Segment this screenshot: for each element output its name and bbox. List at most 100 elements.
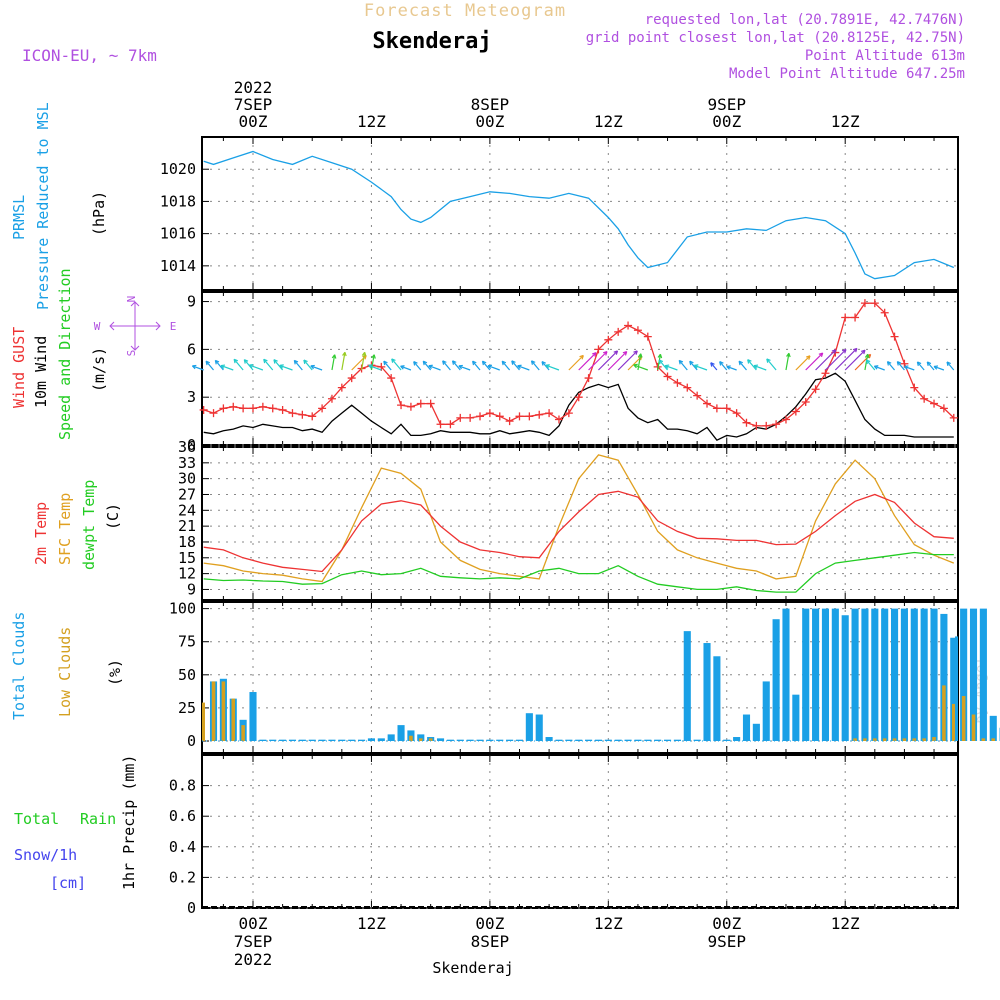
wind-arrow-shaft — [874, 365, 885, 371]
wind-arrow-head — [841, 348, 847, 354]
wind-direction-arrow — [293, 359, 303, 371]
bottom-time-label: 12Z — [594, 914, 623, 933]
wind-gust-marker — [288, 409, 297, 418]
wind-gust-marker — [219, 404, 228, 413]
total-cloud-bar — [644, 739, 652, 741]
wind-arrow-head — [633, 363, 638, 369]
wind-arrow-head — [753, 364, 759, 369]
total-cloud-bar — [614, 739, 622, 741]
temp-ytick-label: 27 — [178, 485, 196, 503]
total-cloud-bar — [752, 723, 760, 741]
temp-ytick-label: 36 — [178, 438, 196, 456]
sfc-temp-label: SFC Temp — [56, 493, 74, 565]
wind-arrow-shaft — [815, 349, 837, 371]
wind-gust-marker — [495, 412, 504, 421]
wind-direction-arrow — [873, 365, 885, 371]
low-cloud-bar — [892, 738, 897, 741]
wind-gust-marker — [476, 412, 485, 421]
wind-gust-marker — [239, 404, 248, 413]
temp-ytick-label: 18 — [178, 533, 196, 551]
low-cloud-bar — [981, 738, 986, 741]
wind-arrow-head — [511, 360, 516, 365]
total-cloud-bar — [703, 643, 711, 741]
total-cloud-bar — [387, 734, 395, 741]
precip-panel-frame — [201, 754, 959, 909]
wind-arrow-shaft — [719, 361, 728, 371]
low-cloud-bar — [991, 738, 996, 741]
model-altitude: Model Point Altitude 647.25m — [729, 66, 965, 82]
wind-ytick-label: 9 — [187, 293, 196, 311]
low-clouds-label: Low Clouds — [56, 627, 74, 717]
wind-gust-marker — [742, 418, 751, 427]
wind-arrow-shaft — [303, 359, 313, 371]
low-cloud-bar — [419, 738, 423, 741]
total-cloud-bar — [288, 739, 297, 741]
total-cloud-bar — [930, 608, 938, 741]
wind-arrow-head — [747, 359, 752, 364]
dewpt-label: dewpt Temp — [80, 480, 98, 570]
total-cloud-bar — [436, 738, 445, 741]
total-cloud-bar — [249, 692, 257, 741]
wind-gust-marker — [545, 409, 554, 418]
wind-gust-marker — [485, 409, 494, 418]
top-time-label: 12Z — [831, 112, 860, 131]
temp-unit: (C) — [104, 503, 122, 530]
wind-arrow-shaft — [192, 365, 204, 371]
wind-gust-marker — [337, 383, 346, 392]
wind-direction-arrow — [693, 364, 708, 371]
wind-direction-arrow — [310, 364, 323, 371]
wind-arrow-head — [428, 364, 433, 370]
wind-gust-marker — [278, 405, 287, 414]
total-cloud-bar — [683, 631, 691, 741]
wind-direction-arrow — [825, 348, 847, 371]
point-altitude: Point Altitude 613m — [805, 48, 965, 64]
low-cloud-bar — [221, 681, 226, 741]
wind-arrow-head — [233, 358, 239, 364]
wind-direction-arrow — [738, 360, 747, 371]
wind-gust-marker — [564, 409, 573, 418]
wind-direction-arrow — [568, 354, 584, 371]
temp-ytick-label: 21 — [178, 517, 196, 535]
wind-direction-arrow — [360, 351, 367, 371]
wind-arrow-shaft — [785, 353, 790, 371]
temp-ytick-label: 9 — [187, 580, 196, 598]
precip-ytick-label: 0.4 — [169, 838, 196, 856]
wind-gust-marker — [347, 374, 356, 383]
total-cloud-bar — [496, 739, 504, 741]
wind-arrow-shaft — [916, 361, 925, 371]
compass-arrows — [109, 301, 161, 351]
top-time-label: 2022 — [234, 78, 273, 97]
total-cloud-bar — [269, 739, 277, 741]
wind-gust-marker — [199, 405, 208, 414]
compass-s: S — [125, 350, 138, 357]
clouds-ytick-label: 75 — [178, 633, 196, 651]
wind-gust-marker — [722, 404, 731, 413]
wind-gust-marker — [604, 335, 613, 344]
wind-arrow-shaft — [694, 364, 708, 371]
pressure-panel-frame — [201, 136, 959, 291]
wind-gust-marker — [752, 421, 761, 430]
wind-gust-marker — [525, 412, 534, 421]
compass-e: E — [170, 320, 177, 333]
low-cloud-bar — [409, 735, 413, 741]
total-cloud-bar — [693, 739, 701, 741]
wind-arrow-head — [926, 361, 932, 366]
wind-arrow-head — [622, 351, 628, 356]
wind-arrow-shaft — [887, 361, 896, 371]
wind-arrow-shaft — [263, 358, 274, 371]
wind-direction-arrow — [451, 360, 461, 371]
total-cloud-bar — [782, 608, 790, 741]
wind-arrow-head — [530, 360, 536, 365]
low-cloud-bar — [211, 681, 216, 741]
wind-arrow-head — [391, 358, 396, 363]
wind-arrow-shaft — [205, 360, 214, 371]
low-cloud-bar — [902, 738, 907, 741]
wind-arrow-shaft — [341, 352, 346, 371]
wind-direction-arrow — [903, 365, 915, 371]
total-cloud-bar — [910, 608, 918, 741]
snow-label: Snow/1h — [14, 846, 77, 864]
wind-gust-marker — [920, 394, 929, 403]
wind-arrow-shaft — [664, 364, 678, 371]
wind-arrow-shaft — [825, 349, 847, 371]
temp-panel-frame — [201, 446, 959, 601]
